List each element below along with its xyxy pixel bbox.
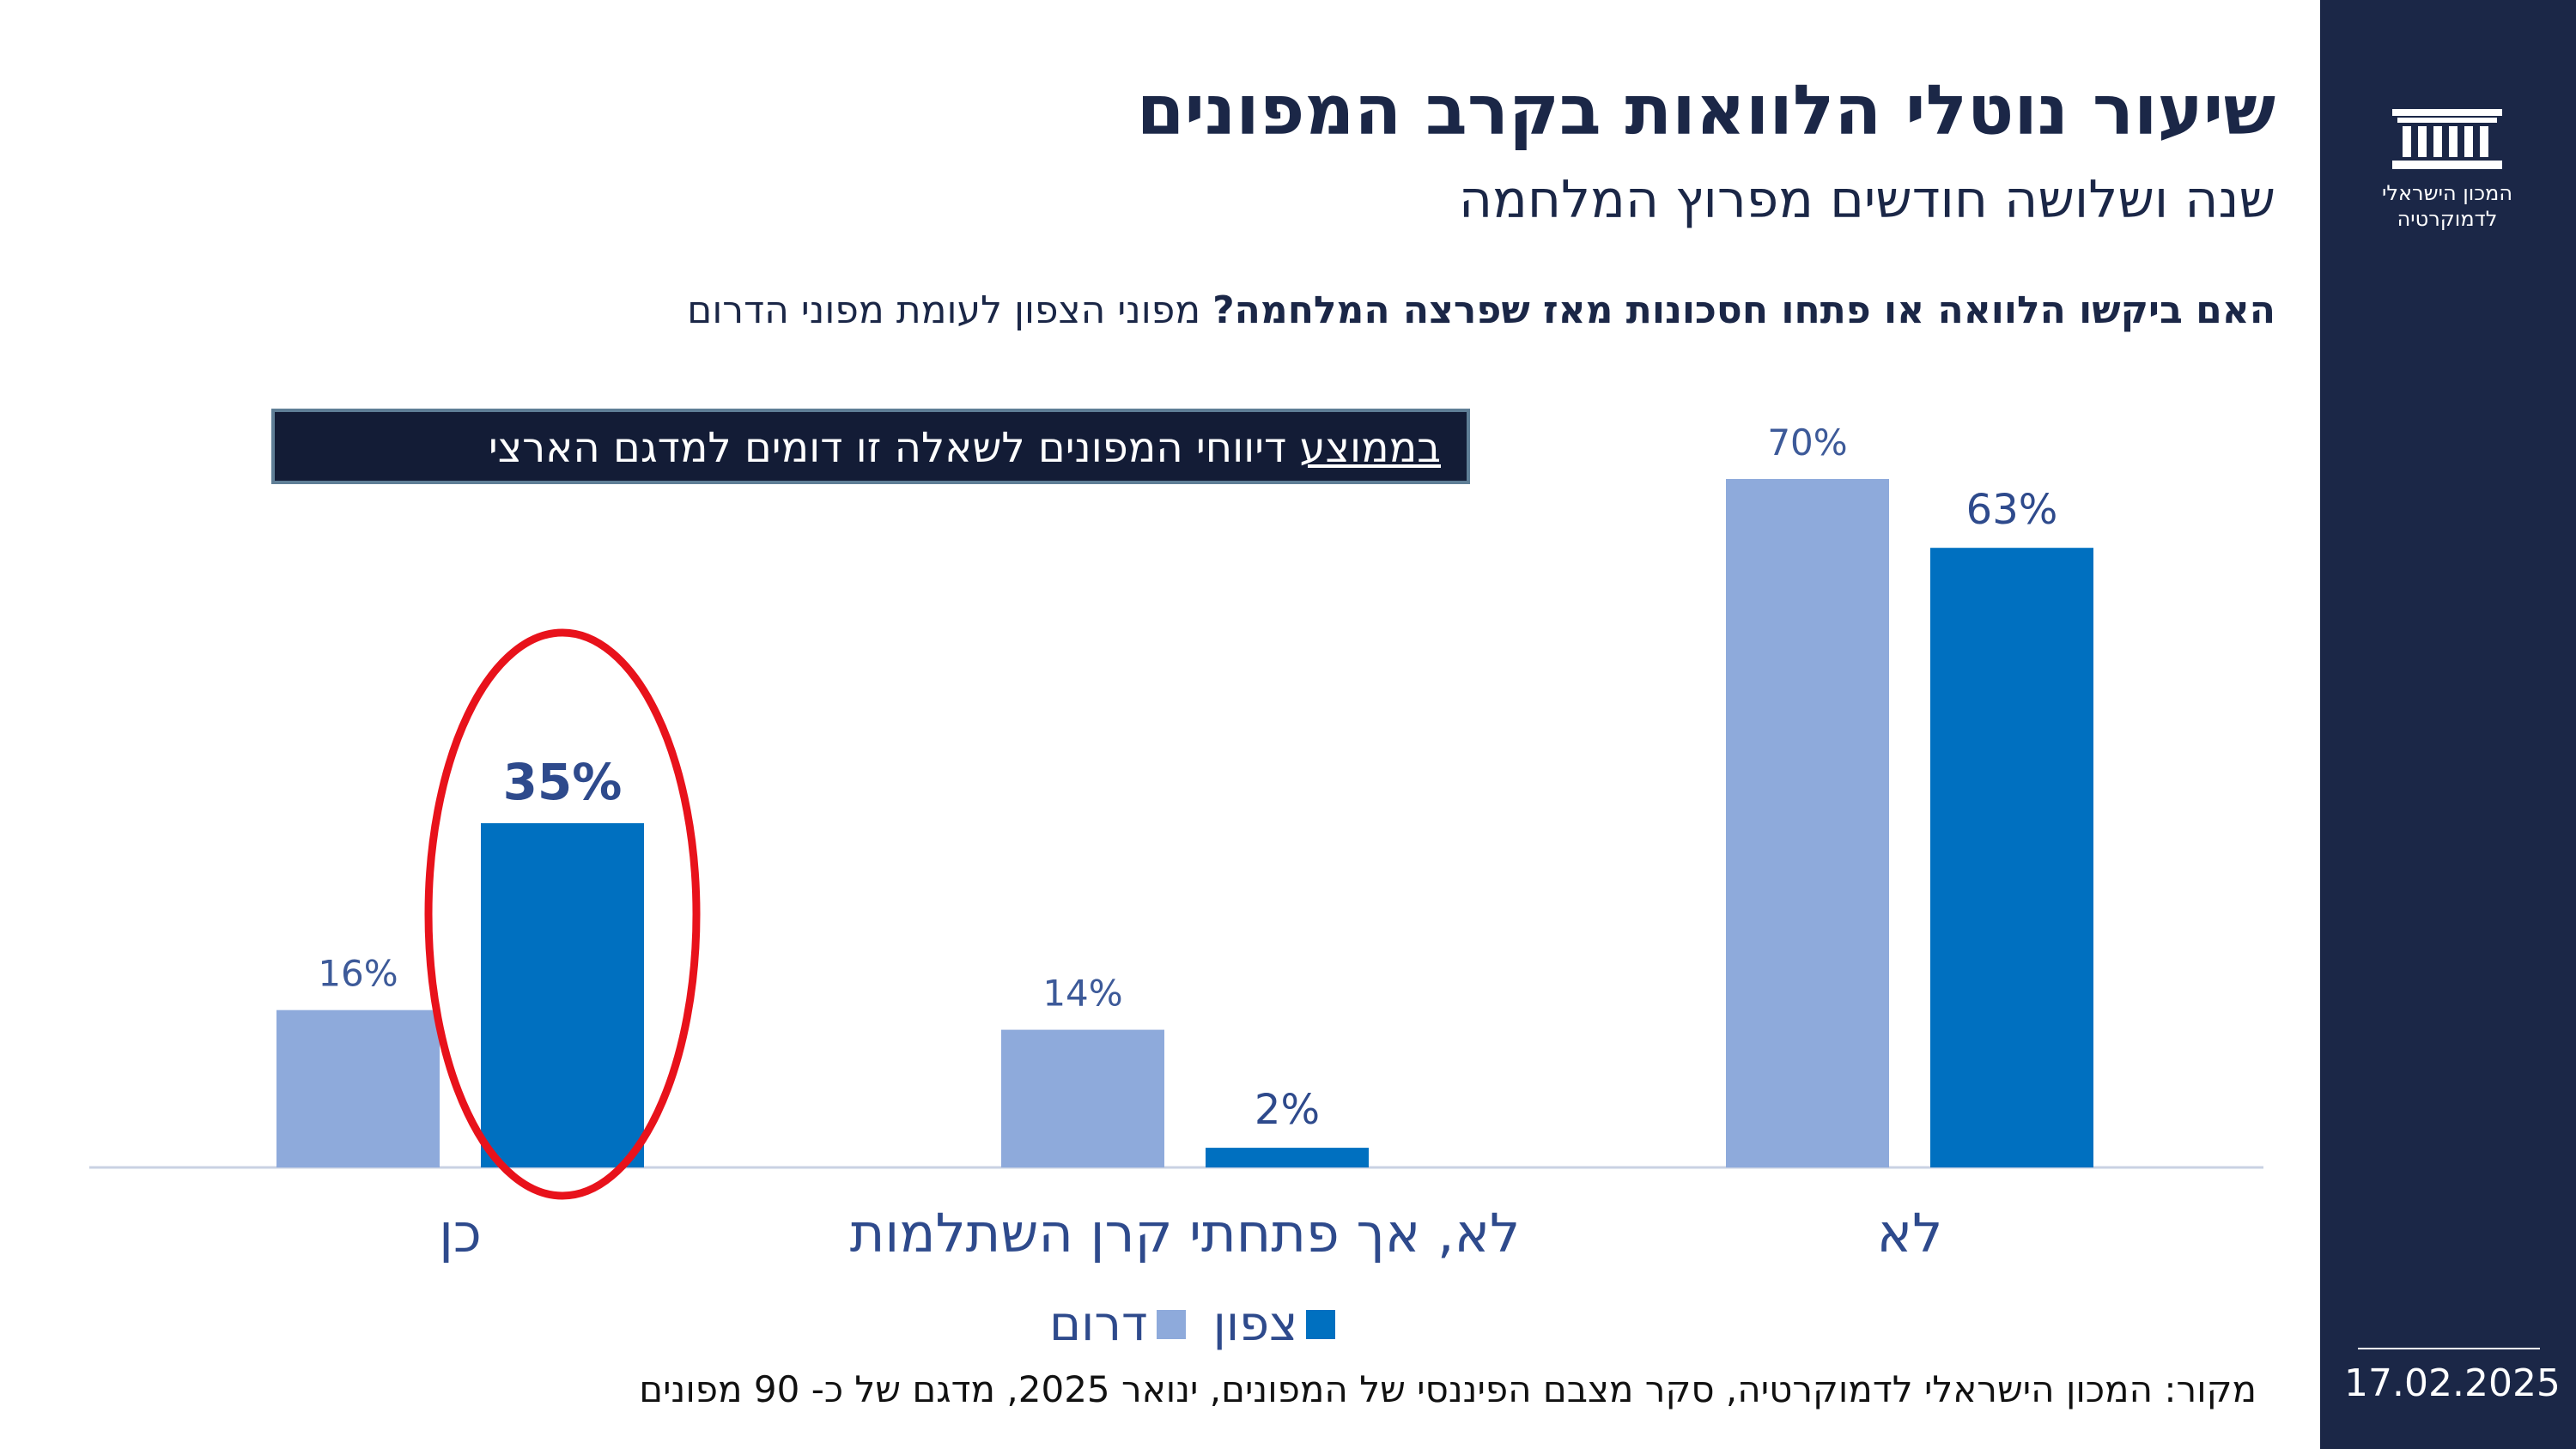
callout-underlined: בממוצע [1299,424,1441,472]
bar-south-1 [1001,1029,1164,1167]
data-label-south-1: 14% [1042,973,1122,1015]
logo-line-1: המכון הישראלי [2381,181,2513,205]
category-label-2: כן [439,1202,482,1264]
chart-question: האם ביקשו הלוואה או פתחו חסכונות מאז שפר… [687,288,2275,332]
legend-label-north: צפון [1212,1296,1298,1352]
callout-text: בממוצע דיווחי המפונים לשאלה זו דומים למד… [489,424,1441,472]
bar-north-2 [481,823,644,1167]
legend-item-south: דרום [1049,1296,1186,1352]
data-label-north-0: 63% [1966,486,2058,534]
data-label-south-2: 16% [318,953,398,995]
question-bold: האם ביקשו הלוואה או פתחו חסכונות מאז שפר… [1212,288,2275,332]
sidebar [2320,0,2576,1449]
bar-south-0 [1726,479,1889,1167]
page-subtitle: שנה ושלושה חודשים מפרוץ המלחמה [1458,170,2275,230]
callout-rest: דיווחי המפונים לשאלה זו דומים למדגם הארצ… [488,424,1300,472]
legend-swatch-north [1306,1309,1336,1339]
legend-item-north: צפון [1213,1296,1336,1352]
legend: צפון דרום [1022,1296,1336,1352]
date: 17.02.2025 [2344,1361,2561,1405]
category-label-1: לא, אך פתחתי קרן השתלמות [850,1202,1521,1264]
bar-south-2 [276,1009,440,1167]
category-label-0: לא [1877,1202,1943,1264]
legend-swatch-south [1156,1309,1186,1339]
callout-box: בממוצע דיווחי המפונים לשאלה זו דומים למד… [271,409,1470,484]
source-note: מקור: המכון הישראלי לדמוקרטיה, סקר מצבם … [639,1368,2257,1410]
logo-text: המכון הישראלי לדמוקרטיה [2353,180,2542,232]
legend-label-south: דרום [1049,1296,1148,1352]
parliament-building-icon [2392,109,2502,169]
highlight-circle [424,628,701,1200]
bar-north-0 [1930,548,2093,1167]
logo-line-2: לדמוקרטיה [2397,207,2498,231]
date-divider [2358,1348,2540,1349]
question-rest: מפוני הצפון לעומת מפוני הדרום [687,288,1213,332]
data-label-north-1: 2% [1255,1086,1320,1134]
bar-north-1 [1206,1148,1369,1167]
data-label-south-0: 70% [1767,421,1847,464]
bar-chart: 70% 63% לא 14% 2% לא, אך פתחתי קרן השתלמות 16%… [89,421,2263,1264]
page-title: שיעור נוטלי הלוואות בקרב המפונים [1136,70,2275,150]
data-label-north-2: 35% [503,753,623,811]
